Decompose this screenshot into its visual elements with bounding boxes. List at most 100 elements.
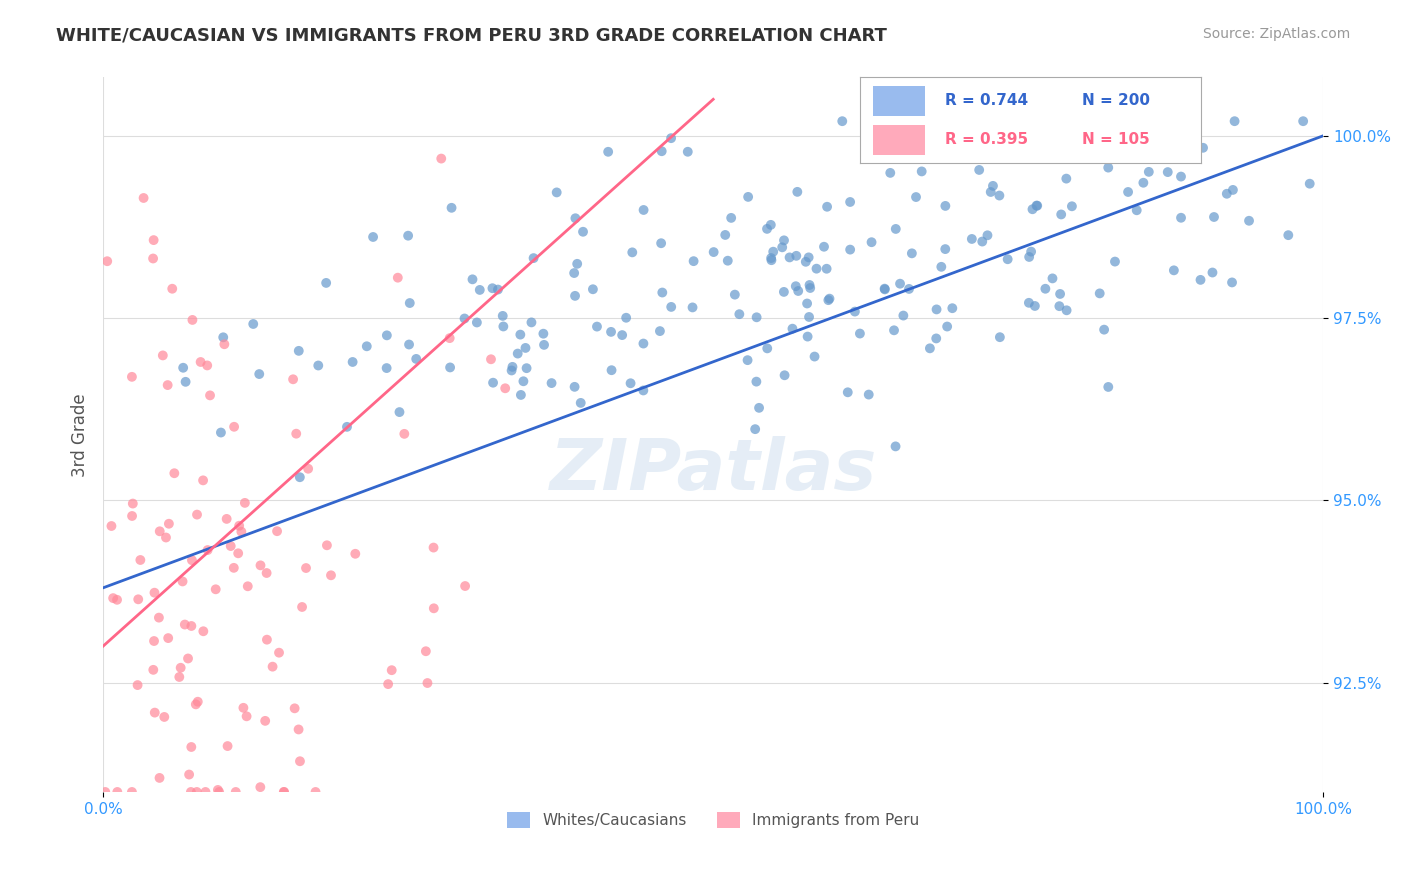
Point [621,245,644,260]
Point [291,599,314,614]
Point [907,114,929,128]
Point [155,531,177,545]
Point [817,293,839,307]
Point [439,360,461,375]
Point [105,592,128,607]
Point [1050,207,1073,221]
Point [336,420,359,434]
Point [94,785,117,799]
Point [288,470,311,484]
Point [170,661,193,675]
Point [494,381,516,395]
Point [439,331,461,345]
Point [316,538,339,552]
Point [785,249,807,263]
Point [184,698,207,712]
Point [416,676,439,690]
Point [186,785,208,799]
Point [342,355,364,369]
Point [659,300,682,314]
Point [215,512,238,526]
Point [737,353,759,368]
Point [682,301,704,315]
Point [398,296,420,310]
Point [813,240,835,254]
Point [1099,120,1122,135]
Point [797,251,820,265]
Point [797,310,820,324]
Point [356,339,378,353]
Point [142,233,165,247]
Point [193,624,215,639]
Point [659,131,682,145]
Point [453,311,475,326]
Point [153,710,176,724]
Point [198,388,221,402]
Point [415,644,437,658]
Point [486,283,509,297]
Legend: Whites/Caucasians, Immigrants from Peru: Whites/Caucasians, Immigrants from Peru [501,806,925,834]
Point [1035,282,1057,296]
Point [531,326,554,341]
Point [512,374,534,388]
Point [981,178,1004,193]
Point [287,343,309,358]
Point [931,260,953,274]
Point [149,524,172,539]
Point [796,329,818,343]
Point [1201,266,1223,280]
Point [266,524,288,538]
Point [267,646,290,660]
Point [224,419,246,434]
Point [285,426,308,441]
Point [799,277,821,292]
Point [911,164,934,178]
Point [121,508,143,523]
Point [1132,176,1154,190]
Point [889,277,911,291]
Point [901,246,924,260]
Point [1088,286,1111,301]
Point [1189,273,1212,287]
Point [676,145,699,159]
Point [934,242,956,256]
Point [231,524,253,539]
Point [988,330,1011,344]
Point [1137,165,1160,179]
Point [523,251,546,265]
Point [1018,250,1040,264]
Point [127,678,149,692]
Point [1277,228,1299,243]
Point [209,425,232,440]
Point [187,695,209,709]
Point [941,301,963,316]
Point [214,337,236,351]
Point [1220,276,1243,290]
Point [610,328,633,343]
Point [925,331,948,345]
Point [212,330,235,344]
Point [1104,254,1126,268]
Point [967,163,990,178]
Point [728,307,751,321]
Point [492,319,515,334]
Point [806,261,828,276]
Point [190,355,212,369]
Point [997,144,1019,158]
Point [422,541,444,555]
Point [564,211,586,226]
Point [249,780,271,794]
Point [934,199,956,213]
Point [262,659,284,673]
Point [873,282,896,296]
Point [858,387,880,401]
Point [377,677,399,691]
Point [569,396,592,410]
Point [785,279,807,293]
Point [226,546,249,560]
Point [273,785,295,799]
Point [796,296,818,310]
Point [197,543,219,558]
Point [461,272,484,286]
Point [256,566,278,580]
